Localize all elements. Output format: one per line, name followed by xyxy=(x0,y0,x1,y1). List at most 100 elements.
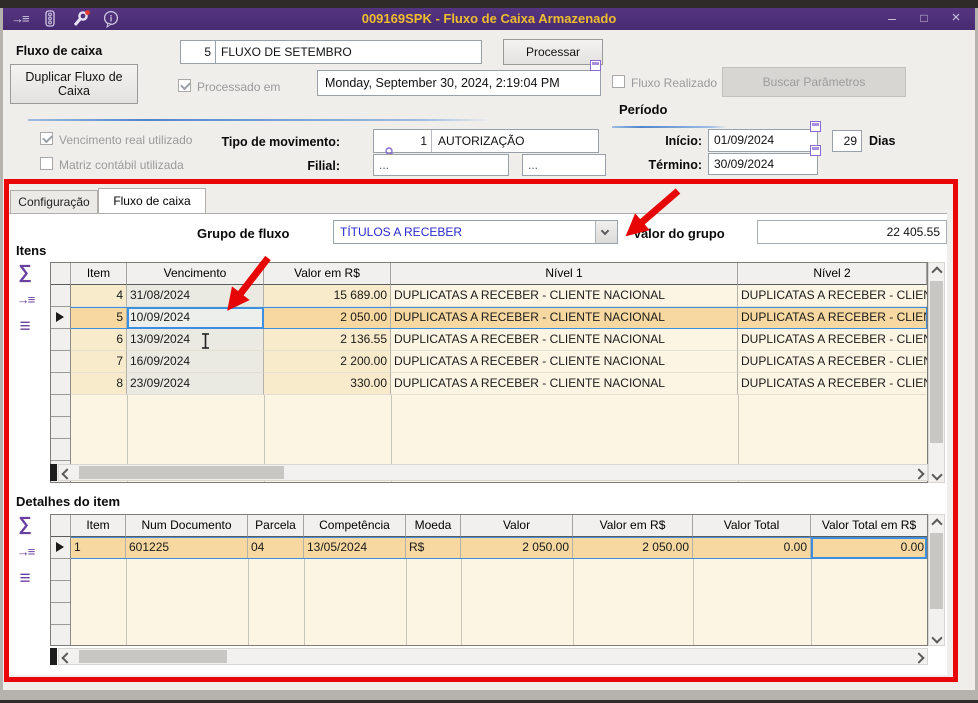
col-vencimento[interactable]: Vencimento xyxy=(127,263,264,285)
scroll-thumb[interactable] xyxy=(79,650,227,663)
col-nivel2[interactable]: Nível 2 xyxy=(738,263,927,285)
tipo-movimento-codigo[interactable]: 1 xyxy=(374,130,432,152)
processado-data-field[interactable]: Monday, September 30, 2024, 2:19:04 PM xyxy=(317,70,601,96)
itens-hscrollbar[interactable] xyxy=(58,464,928,481)
tipo-movimento-field[interactable]: 1 AUTORIZAÇÃO xyxy=(373,129,599,153)
col-valor[interactable]: Valor xyxy=(461,515,573,537)
row-selector[interactable] xyxy=(51,373,71,395)
processado-em-checkbox[interactable] xyxy=(178,79,191,92)
menu-icon[interactable]: ≡ xyxy=(19,568,31,589)
fluxo-realizado-checkbox[interactable] xyxy=(612,75,625,88)
fluxo-numero-field[interactable]: 5 xyxy=(180,40,216,64)
valor-do-grupo-label: Valor do grupo xyxy=(633,226,725,241)
grupo-de-fluxo-combo[interactable]: TÍTULOS A RECEBER xyxy=(333,220,618,244)
col-item[interactable]: Item xyxy=(71,263,127,285)
duplicar-fluxo-button[interactable]: Duplicar Fluxo de Caixa xyxy=(10,64,138,104)
col-valor-em-rs[interactable]: Valor em R$ xyxy=(573,515,693,537)
processar-button[interactable]: Processar xyxy=(503,39,603,65)
tab-fluxo-de-caixa[interactable]: Fluxo de caixa xyxy=(98,188,206,213)
top-edge xyxy=(0,0,978,8)
tab-configuracao[interactable]: Configuração xyxy=(10,190,98,213)
group-divider xyxy=(28,119,493,121)
current-row-marker xyxy=(56,542,64,552)
scroll-left-button[interactable] xyxy=(59,465,75,480)
bottom-edge xyxy=(0,700,978,703)
matriz-contabil-label: Matriz contábil utilizada xyxy=(59,158,184,172)
filial-label: Filial: xyxy=(307,159,340,173)
current-row-marker xyxy=(56,312,64,322)
calendar-icon[interactable] xyxy=(810,145,821,156)
scroll-thumb[interactable] xyxy=(79,466,284,479)
scroll-down-button[interactable] xyxy=(929,629,944,645)
close-button[interactable]: × xyxy=(951,9,961,26)
col-num-documento[interactable]: Num Documento xyxy=(126,515,248,537)
col-item[interactable]: Item xyxy=(71,515,126,537)
minimize-button[interactable]: – xyxy=(888,10,896,26)
row-selector[interactable] xyxy=(51,307,71,329)
termino-field[interactable]: 30/09/2024 xyxy=(708,153,818,175)
table-row[interactable]: 7 16/09/2024 2 200.00 DUPLICATAS A RECEB… xyxy=(51,351,927,373)
sum-icon[interactable]: ∑ xyxy=(18,262,32,283)
scroll-up-button[interactable] xyxy=(929,515,944,531)
import-icon[interactable]: →≡ xyxy=(11,11,30,26)
buscar-parametros-button[interactable]: Buscar Parâmetros xyxy=(722,67,906,97)
svg-text:i: i xyxy=(110,14,113,24)
menu-icon[interactable]: ≡ xyxy=(19,316,31,337)
scroll-right-button[interactable] xyxy=(911,649,927,664)
scroll-down-button[interactable] xyxy=(929,466,944,482)
termino-label: Término: xyxy=(648,158,702,172)
tipo-movimento-descricao: AUTORIZAÇÃO xyxy=(438,134,525,148)
matriz-contabil-checkbox[interactable] xyxy=(40,157,53,170)
table-row[interactable]: 6 13/09/2024 2 136.55 DUPLICATAS A RECEB… xyxy=(51,329,927,351)
calendar-icon[interactable] xyxy=(810,121,821,132)
fluxo-realizado-label: Fluxo Realizado xyxy=(631,76,718,90)
fluxo-nome-field[interactable]: FLUXO DE SETEMBRO xyxy=(215,40,482,64)
col-valor-total-em-rs[interactable]: Valor Total em R$ xyxy=(811,515,927,537)
focused-cell[interactable]: 10/09/2024 xyxy=(127,307,264,329)
scroll-thumb[interactable] xyxy=(930,533,943,609)
col-moeda[interactable]: Moeda xyxy=(406,515,461,537)
hscroll-handle[interactable] xyxy=(50,648,57,665)
calendar-icon[interactable] xyxy=(590,60,601,71)
vencimento-real-checkbox[interactable] xyxy=(40,132,53,145)
processado-em-label: Processado em xyxy=(197,80,281,94)
grupo-de-fluxo-value: TÍTULOS A RECEBER xyxy=(340,225,463,239)
filial-field-2[interactable]: ... xyxy=(522,154,606,176)
focused-cell[interactable]: 0.00 xyxy=(811,537,927,559)
traffic-light-icon[interactable] xyxy=(41,10,59,28)
scroll-up-button[interactable] xyxy=(929,263,944,279)
table-row[interactable]: 4 31/08/2024 15 689.00 DUPLICATAS A RECE… xyxy=(51,285,927,307)
filial-field-1[interactable]: ... xyxy=(373,154,509,176)
detalhes-vscrollbar[interactable] xyxy=(928,514,945,646)
selector-strip xyxy=(51,395,71,482)
dias-field[interactable]: 29 xyxy=(832,130,862,152)
row-selector[interactable] xyxy=(51,537,71,559)
col-parcela[interactable]: Parcela xyxy=(248,515,304,537)
wrench-icon[interactable] xyxy=(71,10,91,28)
titlebar: →≡ i 009169SPK - Fluxo de Caixa Armazena… xyxy=(3,8,975,30)
itens-vscrollbar[interactable] xyxy=(928,262,945,483)
row-selector[interactable] xyxy=(51,285,71,307)
sum-icon[interactable]: ∑ xyxy=(18,514,32,535)
col-nivel1[interactable]: Nível 1 xyxy=(391,263,738,285)
row-selector[interactable] xyxy=(51,329,71,351)
hscroll-handle[interactable] xyxy=(50,464,57,481)
table-row-selected[interactable]: 1 601225 04 13/05/2024 R$ 2 050.00 2 050… xyxy=(51,537,927,559)
scroll-right-button[interactable] xyxy=(911,465,927,480)
row-selector[interactable] xyxy=(51,351,71,373)
combo-dropdown-button[interactable] xyxy=(595,221,617,243)
col-valor-rs[interactable]: Valor em R$ xyxy=(264,263,391,285)
scroll-thumb[interactable] xyxy=(930,281,943,443)
detalhes-hscrollbar[interactable] xyxy=(58,648,928,665)
inicio-field[interactable]: 01/09/2024 xyxy=(708,129,818,152)
col-competencia[interactable]: Competência xyxy=(304,515,406,537)
goto-row-icon[interactable]: →≡ xyxy=(16,544,36,559)
table-row-selected[interactable]: 5 10/09/2024 2 050.00 DUPLICATAS A RECEB… xyxy=(51,307,927,329)
maximize-button[interactable]: □ xyxy=(920,11,928,25)
info-icon[interactable]: i xyxy=(101,10,121,28)
col-valor-total[interactable]: Valor Total xyxy=(693,515,811,537)
goto-row-icon[interactable]: →≡ xyxy=(16,292,36,307)
dias-label: Dias xyxy=(869,134,896,148)
table-row[interactable]: 8 23/09/2024 330.00 DUPLICATAS A RECEBER… xyxy=(51,373,927,395)
scroll-left-button[interactable] xyxy=(59,649,75,664)
